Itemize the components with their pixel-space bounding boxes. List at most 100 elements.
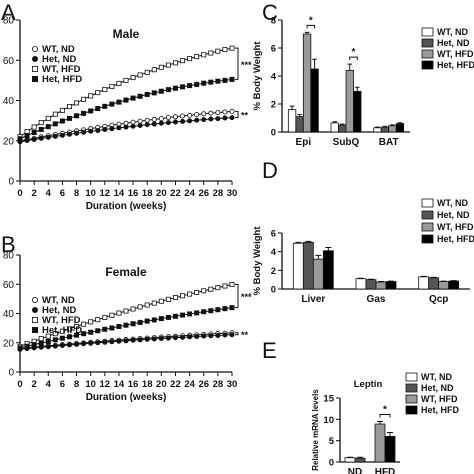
legend-label-het-nd: Het, ND xyxy=(42,54,76,65)
legend-label-wt-nd: WT, ND xyxy=(437,27,468,37)
x-tick-label: 14 xyxy=(114,188,125,199)
data-point-het-hfd xyxy=(116,99,122,105)
data-point-het-nd xyxy=(144,336,150,342)
data-point-het-nd xyxy=(144,122,150,128)
y-tick-label: 6 xyxy=(271,44,276,55)
x-tick-label: 8 xyxy=(74,188,79,199)
data-point-het-nd xyxy=(130,337,136,343)
data-point-het-hfd xyxy=(66,115,72,121)
data-point-wt-hfd xyxy=(137,72,143,78)
data-point-het-hfd xyxy=(59,118,65,124)
data-point-wt-hfd xyxy=(158,64,164,70)
data-point-het-hfd xyxy=(180,312,186,318)
data-point-het-nd xyxy=(130,123,136,129)
data-point-het-hfd xyxy=(95,328,101,334)
legend-label-het-nd: Het, ND xyxy=(437,210,470,220)
legend-label-wt-nd: WT, ND xyxy=(421,372,452,382)
data-point-wt-hfd xyxy=(180,293,186,299)
data-point-het-nd xyxy=(66,342,72,348)
legend-swatch-het-hfd xyxy=(421,60,434,70)
data-point-het-hfd xyxy=(102,326,108,332)
x-tick-label: 10 xyxy=(85,379,96,390)
data-point-het-hfd xyxy=(194,81,200,87)
legend-label-het-hfd: Het, HFD xyxy=(42,74,82,85)
data-point-het-hfd xyxy=(215,78,221,84)
data-point-wt-hfd xyxy=(95,90,101,96)
data-point-het-nd xyxy=(208,333,214,339)
data-point-wt-hfd xyxy=(130,75,136,81)
y-tick-label: 15 xyxy=(323,394,334,405)
error-bar xyxy=(340,123,345,125)
data-point-wt-hfd xyxy=(66,326,72,332)
x-tick-label: 22 xyxy=(170,188,181,199)
y-tick-label: 80 xyxy=(3,251,15,262)
data-point-het-hfd xyxy=(222,77,228,83)
significance-label: * xyxy=(383,404,387,415)
data-point-wt-nd xyxy=(187,112,193,118)
category-label-epi: Epi xyxy=(296,137,312,148)
data-point-het-nd xyxy=(52,343,58,349)
data-point-het-hfd xyxy=(81,331,87,337)
error-bar xyxy=(304,31,310,34)
data-point-het-hfd xyxy=(52,337,58,343)
data-point-het-hfd xyxy=(144,91,150,97)
x-tick-label: 16 xyxy=(128,379,139,390)
data-point-het-hfd xyxy=(130,95,136,101)
error-bar xyxy=(347,63,352,71)
y-tick-label: 60 xyxy=(3,280,15,291)
data-point-wt-nd xyxy=(215,110,221,116)
bar-subq-wt-hfd xyxy=(345,70,354,133)
data-point-wt-hfd xyxy=(215,48,221,54)
x-tick-label: 0 xyxy=(17,188,22,199)
error-bar xyxy=(377,420,383,425)
series-line-het-hfd xyxy=(19,78,233,140)
error-bar xyxy=(305,240,312,243)
error-bar xyxy=(382,125,388,128)
x-tick-label: 26 xyxy=(198,188,209,199)
legend-marker-het-nd xyxy=(32,306,39,313)
data-point-wt-hfd xyxy=(74,324,80,330)
legend-marker-wt-hfd xyxy=(32,316,39,323)
data-point-wt-nd xyxy=(208,110,214,116)
significance-bracket xyxy=(349,56,358,61)
data-point-wt-hfd xyxy=(137,304,143,310)
bar-liver-het-hfd xyxy=(322,250,334,290)
error-bar xyxy=(357,456,363,459)
data-point-wt-hfd xyxy=(215,285,221,291)
data-point-het-hfd xyxy=(45,124,51,130)
legend-label-wt-nd: WT, ND xyxy=(437,198,468,208)
data-point-wt-hfd xyxy=(38,120,44,126)
x-tick-label: 2 xyxy=(31,188,36,199)
x-tick-label: 4 xyxy=(46,188,52,199)
category-label-liver: Liver xyxy=(301,294,325,305)
data-point-het-nd xyxy=(116,338,122,344)
data-point-het-nd xyxy=(88,340,94,346)
legend-swatch-het-nd xyxy=(421,38,434,48)
bar-gas-wt-hfd xyxy=(375,281,387,290)
data-point-wt-hfd xyxy=(144,69,150,75)
data-point-wt-hfd xyxy=(45,115,51,121)
data-point-wt-hfd xyxy=(102,86,108,92)
data-point-het-hfd xyxy=(74,332,80,338)
data-point-wt-hfd xyxy=(95,317,101,323)
data-point-het-hfd xyxy=(17,136,23,142)
data-point-het-hfd xyxy=(24,343,30,349)
data-point-wt-nd xyxy=(144,117,150,123)
data-point-wt-hfd xyxy=(102,314,108,320)
bar-subq-het-hfd xyxy=(353,91,362,133)
data-point-het-hfd xyxy=(102,103,108,109)
x-tick-label: 30 xyxy=(227,188,238,199)
data-point-het-hfd xyxy=(74,113,80,119)
significance-bracket xyxy=(235,332,239,336)
y-tick-label: 4 xyxy=(271,72,277,83)
legend-swatch-het-nd xyxy=(421,210,434,220)
category-label-nd: ND xyxy=(348,467,362,474)
data-point-het-nd xyxy=(215,116,221,122)
significance-bracket xyxy=(235,110,239,119)
data-point-wt-hfd xyxy=(38,336,44,342)
data-point-wt-hfd xyxy=(201,288,207,294)
legend-marker-het-hfd xyxy=(32,76,39,83)
data-point-het-nd xyxy=(151,121,157,127)
legend-label-het-hfd: Het, HFD xyxy=(42,325,82,336)
